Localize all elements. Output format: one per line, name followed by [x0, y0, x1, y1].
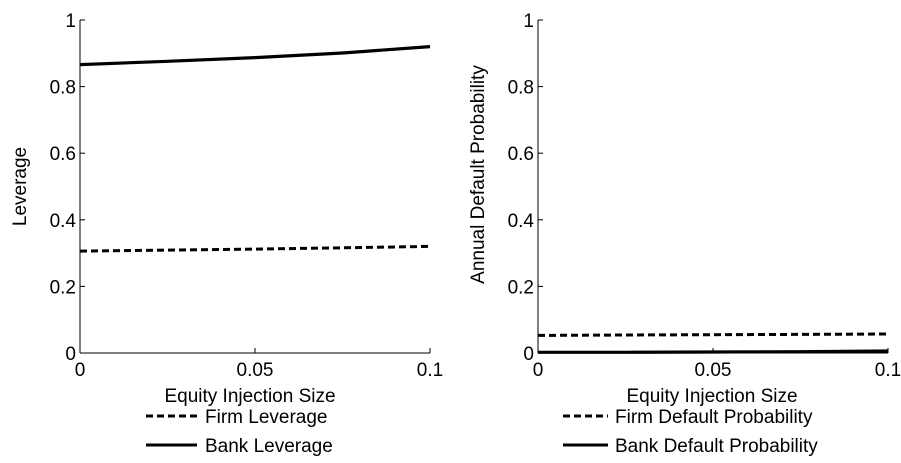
y-axis-label: Annual Default Probability [468, 65, 489, 284]
series-line-bank [538, 349, 889, 354]
y-tick-label: 1 [65, 11, 76, 32]
legend-label: Firm Leverage [205, 407, 328, 428]
x-axis-label: Equity Injection Size [626, 386, 797, 407]
legend-label: Bank Leverage [205, 436, 333, 457]
series-line-firm [537, 332, 889, 337]
y-tick-label: 1 [523, 11, 534, 32]
y-tick-label: 0.2 [508, 277, 534, 298]
legend-label: Bank Default Probability [615, 436, 818, 457]
y-axis-label: Leverage [10, 147, 31, 226]
x-tick-label: 0.05 [237, 360, 274, 381]
x-tick-label: 0 [533, 360, 544, 381]
y-tick-label: 0.4 [508, 211, 535, 232]
y-tick-label: 0.6 [50, 144, 76, 165]
leverage-chart: 0 0.2 0.4 0.6 0.8 1 0 0.05 0.1 Equity Injection S… [10, 11, 443, 457]
y-tick-label: 0.8 [508, 78, 534, 99]
x-tick-label: 0.1 [417, 360, 443, 381]
series-line-bank [79, 45, 431, 67]
y-tick-label: 0 [65, 344, 76, 365]
y-tick-label: 0.4 [50, 211, 77, 232]
x-axis-label: Equity Injection Size [164, 386, 335, 407]
y-tick-label: 0.2 [50, 277, 76, 298]
x-tick-label: 0 [75, 360, 86, 381]
default-probability-chart: 0 0.2 0.4 0.6 0.8 1 0 0.05 0.1 Equity Injection S… [468, 11, 901, 457]
y-tick-label: 0.8 [50, 78, 76, 99]
x-tick-label: 0.05 [695, 360, 732, 381]
series-line-firm [79, 244, 431, 253]
y-tick-label: 0 [523, 344, 534, 365]
y-tick-label: 0.6 [508, 144, 534, 165]
x-tick-label: 0.1 [875, 360, 901, 381]
legend-label: Firm Default Probability [615, 407, 813, 428]
